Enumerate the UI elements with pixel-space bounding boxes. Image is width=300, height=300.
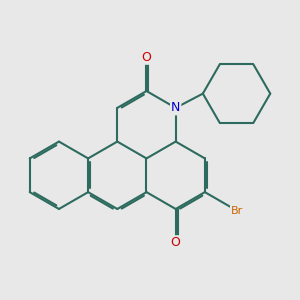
Text: N: N — [171, 101, 180, 114]
Text: Br: Br — [231, 206, 243, 216]
Text: O: O — [171, 236, 181, 249]
Text: O: O — [142, 51, 152, 64]
